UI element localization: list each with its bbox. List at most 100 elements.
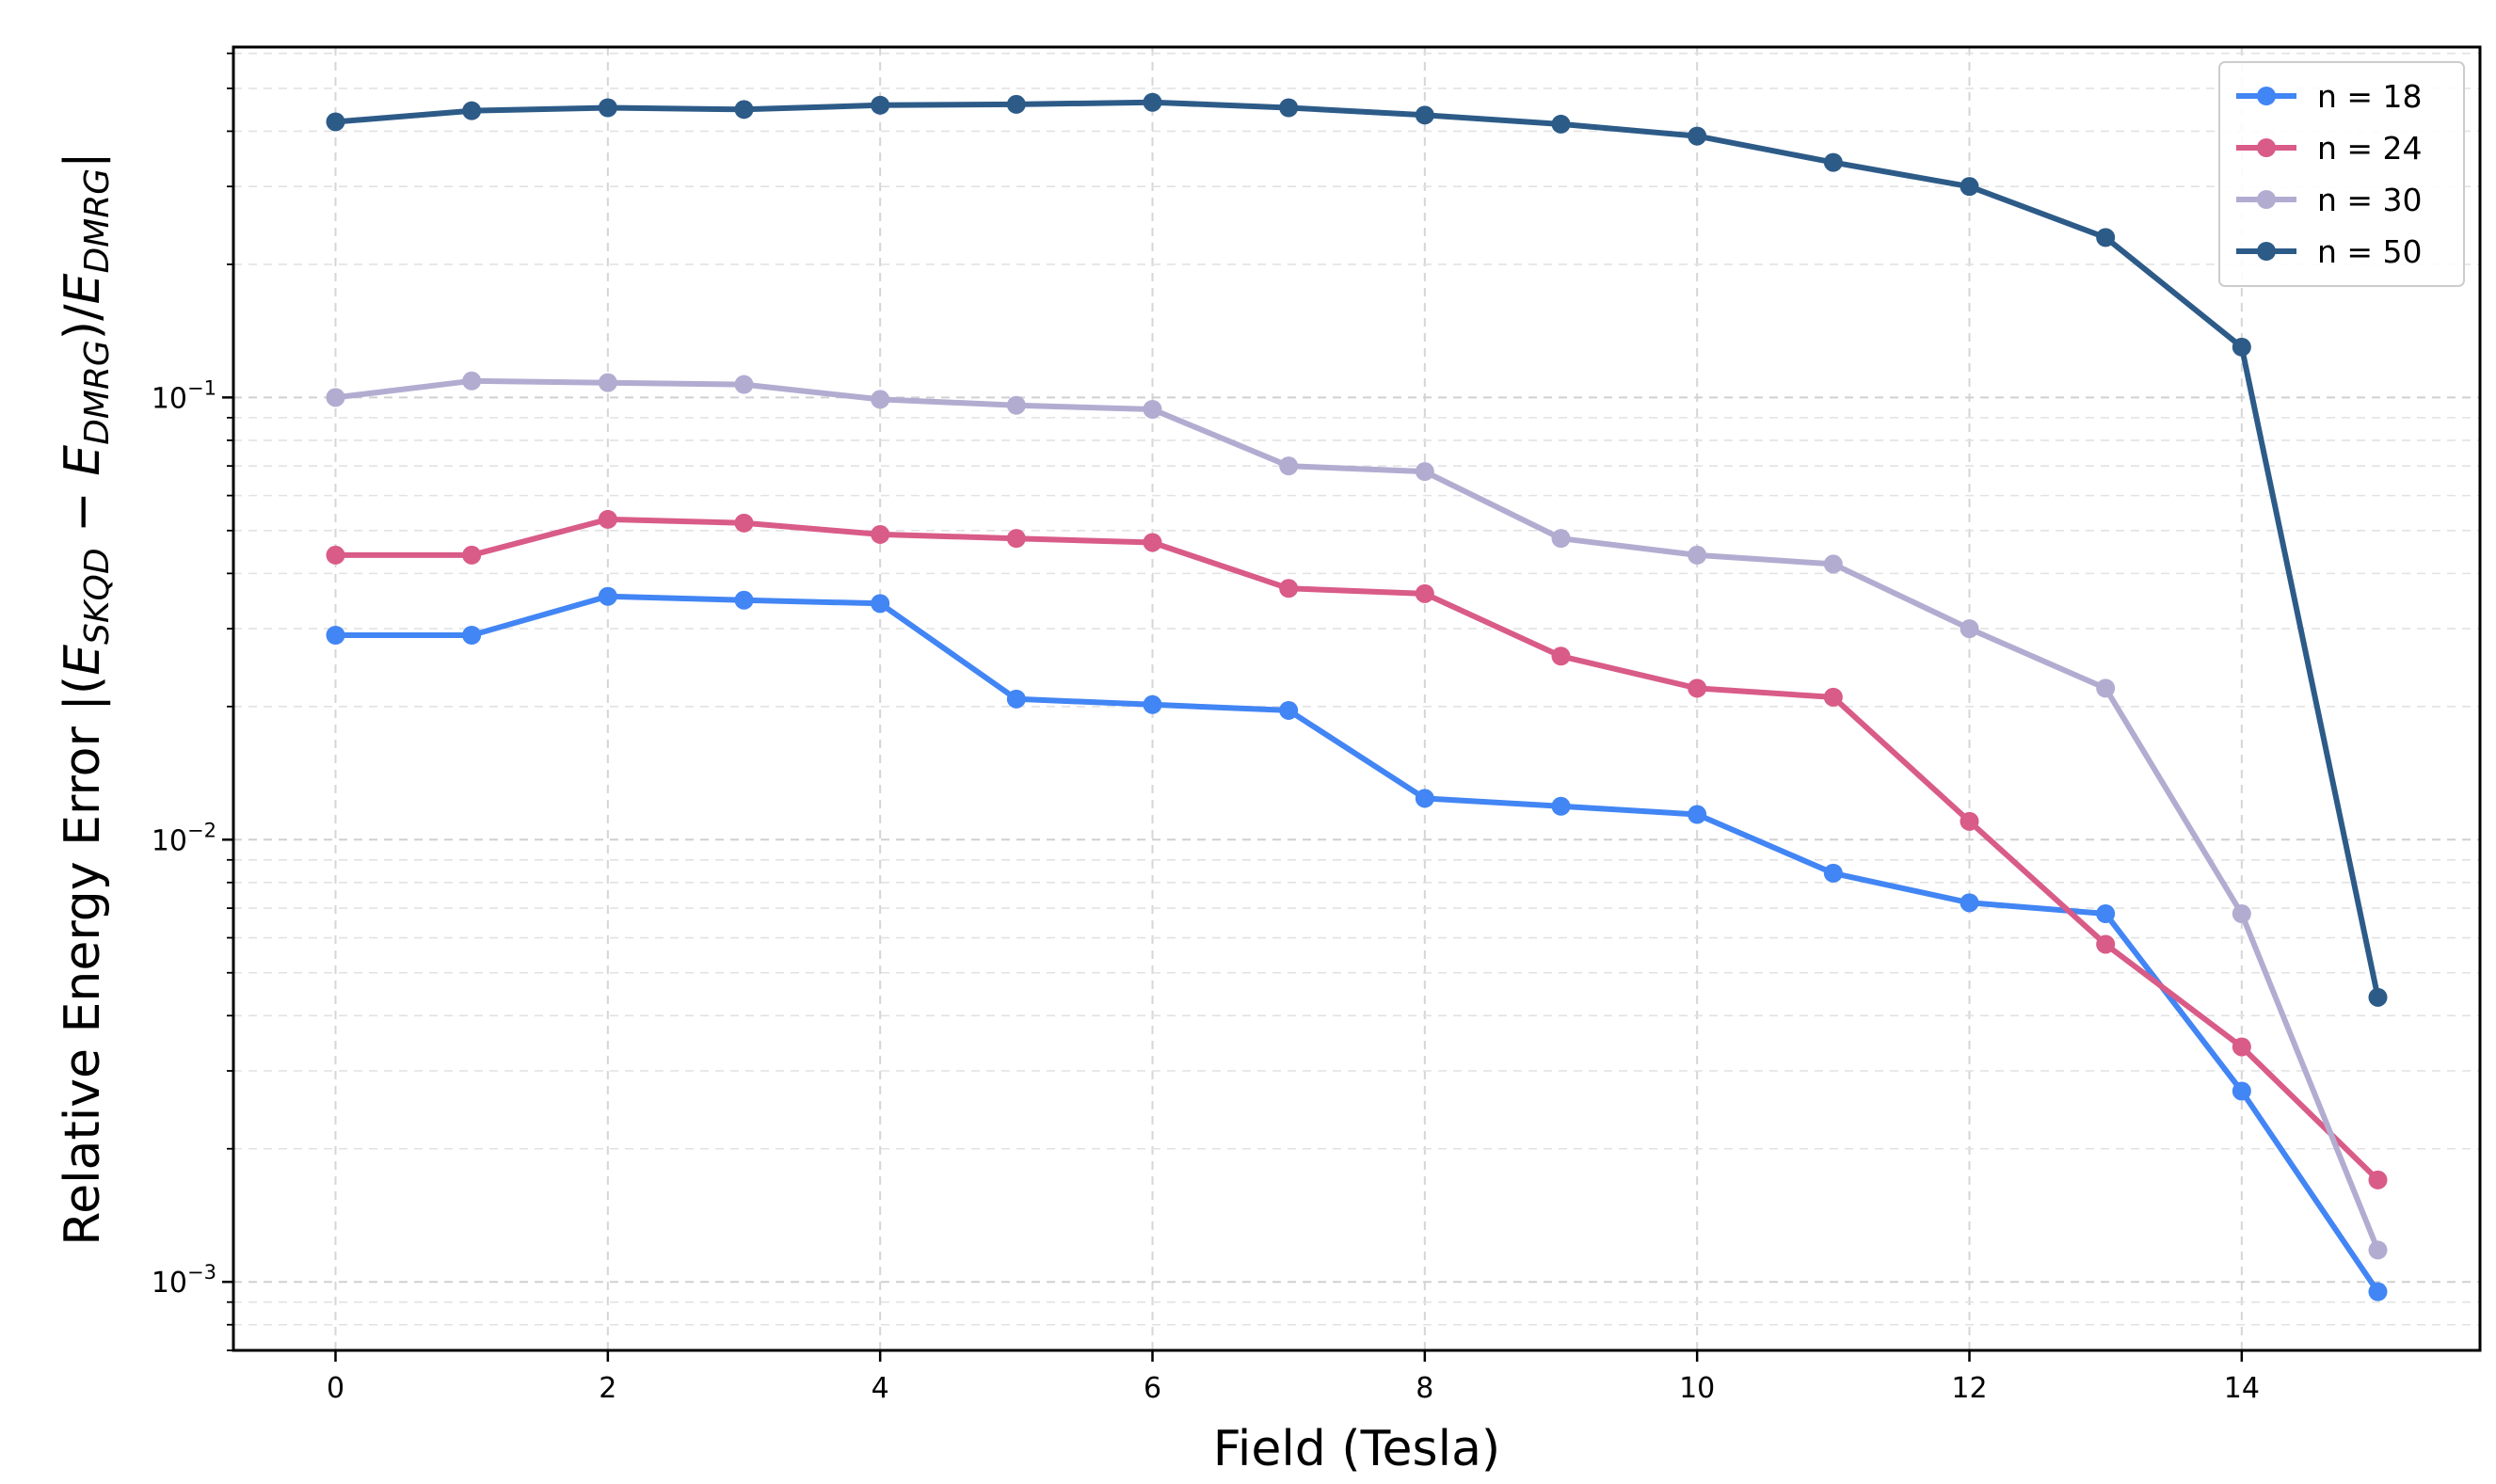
data-point xyxy=(462,371,482,391)
axis-ticks: 0 2 4 6 8 10 12 14 10−3 10−2 10−1 xyxy=(152,52,2260,1405)
data-point xyxy=(1960,177,1979,197)
data-point xyxy=(1143,694,1162,714)
data-point xyxy=(2096,228,2116,247)
data-point xyxy=(326,545,345,565)
x-tick-label: 2 xyxy=(599,1372,616,1405)
x-tick-label: 0 xyxy=(327,1372,344,1405)
data-point xyxy=(2368,1282,2388,1301)
data-point xyxy=(871,594,890,614)
y-tick-label: 10−1 xyxy=(152,376,216,415)
y-title-e3: E xyxy=(55,273,111,304)
data-point xyxy=(1551,529,1571,549)
x-tick-label: 14 xyxy=(2224,1372,2260,1405)
y-tick-label: 10−2 xyxy=(152,819,216,857)
data-point xyxy=(1143,399,1162,419)
data-point xyxy=(734,375,754,394)
data-point xyxy=(2368,987,2388,1007)
data-point xyxy=(1960,811,1979,831)
data-point xyxy=(1823,687,1843,707)
y-tick-label: 10−3 xyxy=(152,1261,216,1300)
data-point xyxy=(1143,92,1162,112)
data-point xyxy=(1006,94,1026,114)
data-point xyxy=(326,388,345,407)
data-point xyxy=(2232,1081,2251,1101)
x-tick-label: 4 xyxy=(872,1372,889,1405)
x-tick-label: 12 xyxy=(1951,1372,1987,1405)
y-title-sub1: SKQD xyxy=(78,548,117,645)
y-axis-title: Relative Energy Error |(ESKQD − EDMRG)/E… xyxy=(55,152,117,1245)
series-line xyxy=(335,516,2380,1183)
legend-entry: n = 24 xyxy=(2236,130,2423,167)
data-point xyxy=(1279,456,1299,476)
x-axis-title: Field (Tesla) xyxy=(1213,1421,1500,1477)
data-point xyxy=(1006,689,1026,709)
series-1 xyxy=(326,586,2388,1301)
data-point xyxy=(1823,152,1843,172)
x-tick-label: 10 xyxy=(1679,1372,1715,1405)
data-point xyxy=(598,373,617,392)
data-point xyxy=(1688,545,1707,565)
x-tick-label: 6 xyxy=(1144,1372,1161,1405)
data-point xyxy=(1143,533,1162,552)
plot-frame xyxy=(232,45,2482,1352)
data-point xyxy=(1551,796,1571,816)
data-point xyxy=(871,390,890,409)
data-point xyxy=(1551,646,1571,666)
data-point xyxy=(326,112,345,132)
legend-marker xyxy=(2257,138,2276,157)
y-title-sub3: DMRG xyxy=(78,168,117,274)
data-point xyxy=(1415,105,1434,125)
data-point xyxy=(1823,863,1843,883)
data-point xyxy=(1960,619,1979,639)
legend-box xyxy=(2218,61,2465,287)
data-point xyxy=(598,98,617,118)
y-title-e1: E xyxy=(55,645,111,676)
data-point xyxy=(1688,805,1707,824)
legend-marker xyxy=(2257,87,2276,105)
series-line xyxy=(335,593,2380,1294)
y-title-suffix: | xyxy=(55,152,111,168)
data-point xyxy=(734,100,754,120)
data-point xyxy=(2368,1240,2388,1260)
legend-entry: n = 30 xyxy=(2236,182,2423,218)
data-point xyxy=(2368,1170,2388,1189)
data-point xyxy=(734,513,754,533)
series-lines xyxy=(326,92,2388,1301)
data-point xyxy=(1279,98,1299,118)
series-line xyxy=(335,377,2381,1252)
y-title-minus: − xyxy=(55,476,111,549)
x-tick-label: 8 xyxy=(1416,1372,1433,1405)
data-point xyxy=(871,524,890,544)
legend-marker xyxy=(2257,190,2276,209)
data-point xyxy=(1279,700,1299,720)
data-point xyxy=(1960,893,1979,913)
data-point xyxy=(326,625,345,645)
legend-marker xyxy=(2257,242,2276,261)
data-point xyxy=(1551,114,1571,134)
data-point xyxy=(2096,903,2116,923)
data-point xyxy=(1006,529,1026,549)
series-3 xyxy=(326,371,2388,1260)
data-point xyxy=(871,95,890,115)
data-point xyxy=(2232,1037,2251,1057)
y-title-prefix: Relative Energy Error |( xyxy=(55,676,111,1246)
data-point xyxy=(1823,554,1843,574)
data-point xyxy=(1279,579,1299,598)
data-point xyxy=(1415,789,1434,808)
series-4 xyxy=(326,92,2388,1007)
legend-entry: n = 18 xyxy=(2236,78,2423,115)
y-title-e2: E xyxy=(55,445,111,476)
data-point xyxy=(734,590,754,610)
data-point xyxy=(598,586,617,606)
data-point xyxy=(462,545,482,565)
data-point xyxy=(462,625,482,645)
series-line xyxy=(335,99,2381,998)
y-title-mid: )/ xyxy=(55,304,111,340)
legend-label: n = 50 xyxy=(2317,233,2423,270)
data-point xyxy=(1415,462,1434,482)
data-point xyxy=(2096,678,2116,698)
data-point xyxy=(462,101,482,120)
data-point xyxy=(1006,395,1026,415)
legend-label: n = 30 xyxy=(2317,182,2423,218)
